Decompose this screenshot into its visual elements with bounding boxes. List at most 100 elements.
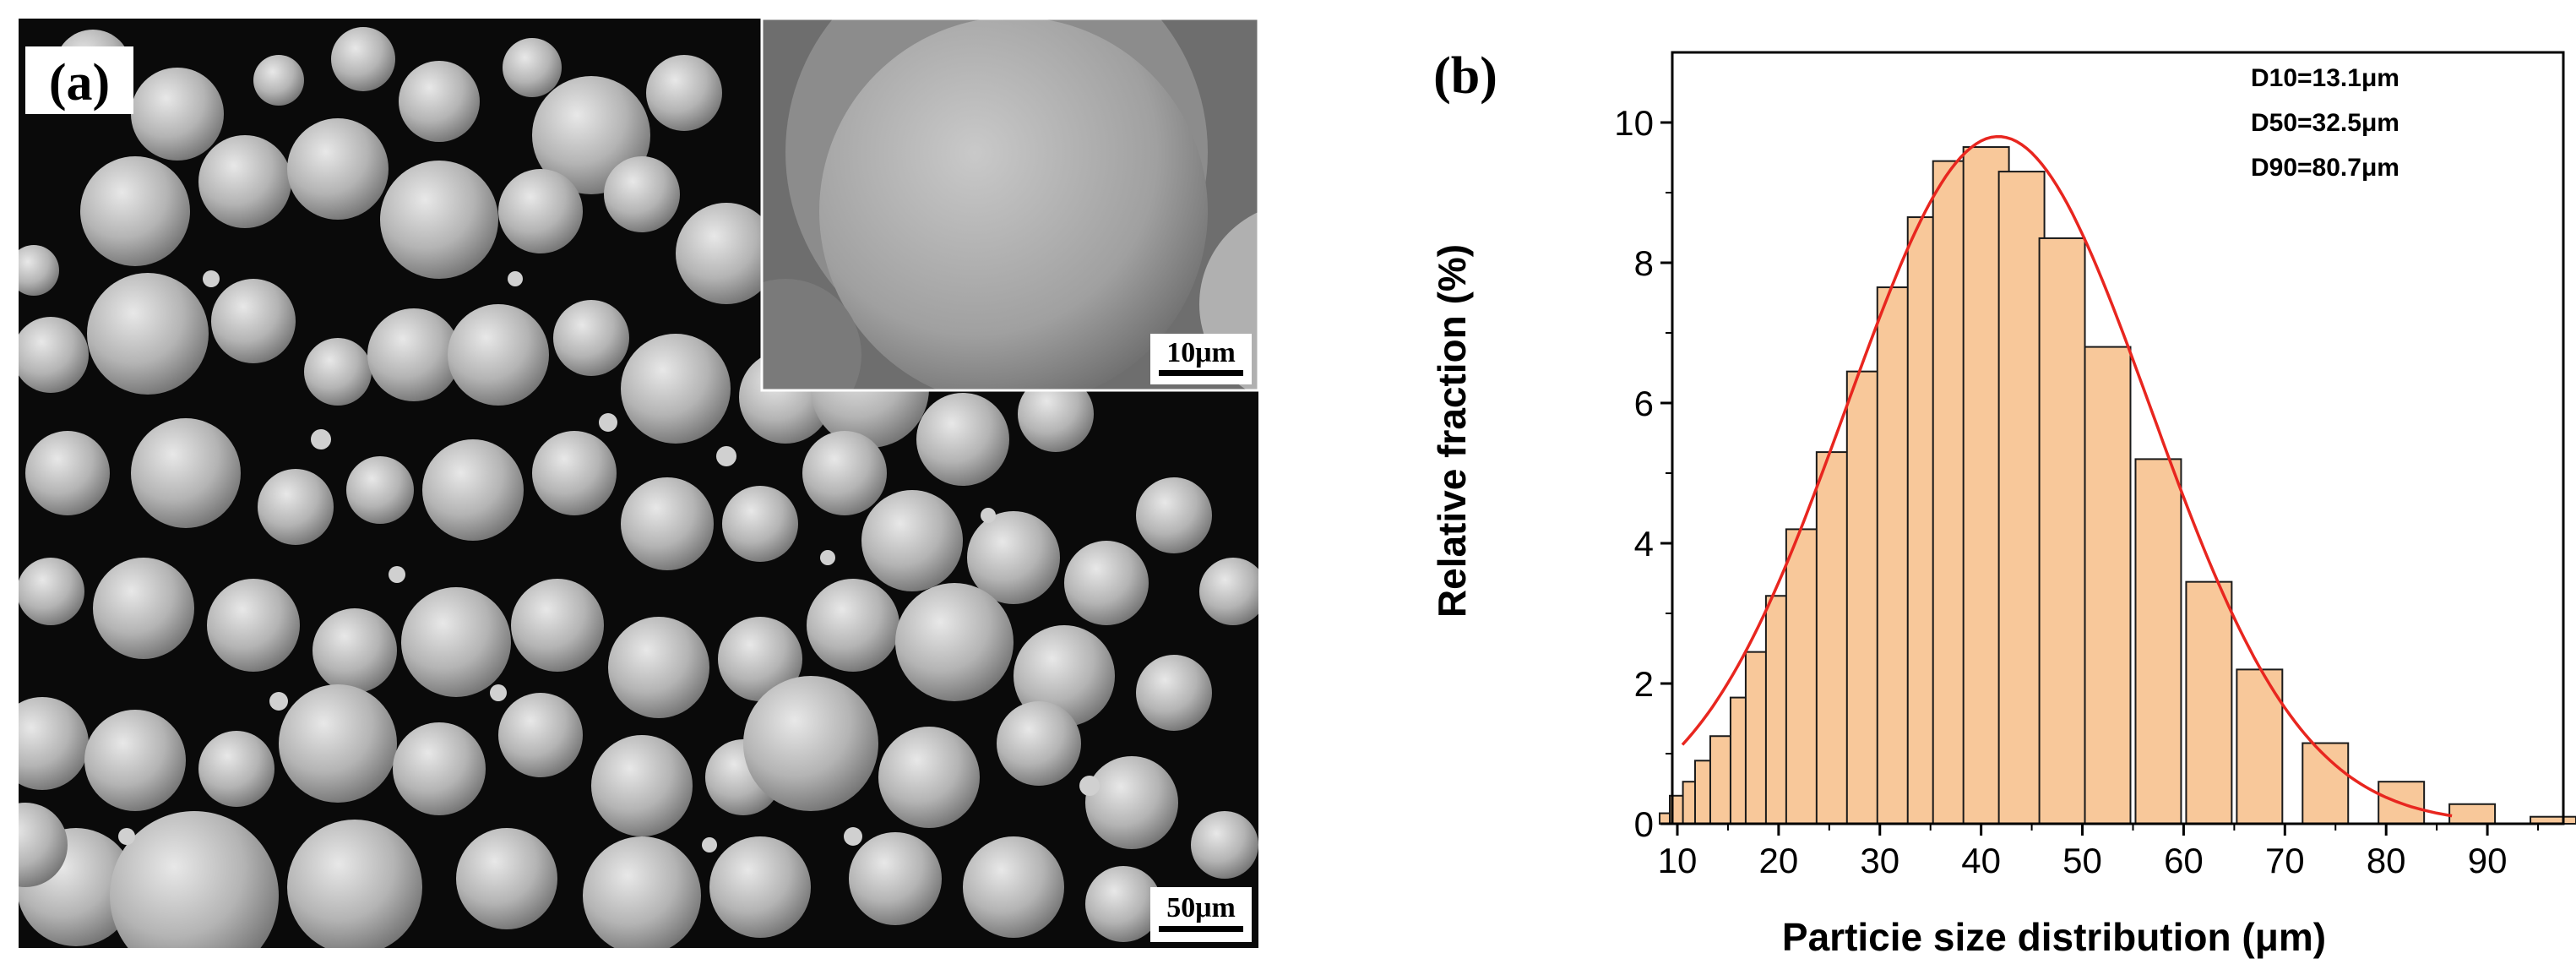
y-axis-label: Relative fraction (%)	[1430, 244, 1474, 618]
particle-size-histogram: (b) 10 20 30 40 50 60 70 80 90 0 2 4 6 8 10 D10=13.1μm…	[1430, 47, 2576, 959]
satellite-particle	[311, 429, 331, 449]
sem-micrograph-panel: (a) 10μm 50μm	[0, 0, 1260, 971]
powder-particle	[553, 300, 629, 376]
histogram-bar	[2134, 458, 2182, 825]
powder-particle	[19, 803, 68, 887]
powder-particle	[304, 338, 372, 406]
y-tick-label: 8	[1634, 243, 1654, 283]
powder-particle	[422, 439, 524, 541]
inset-scale-bar-label: 10μm	[1166, 337, 1236, 368]
y-tick-label: 2	[1634, 664, 1654, 704]
powder-particle	[211, 279, 296, 363]
y-tick-label: 6	[1634, 384, 1654, 423]
panel-a-label-box	[25, 46, 133, 114]
powder-particle	[997, 701, 1081, 786]
satellite-particle	[981, 508, 996, 523]
satellite-particle	[118, 828, 135, 845]
powder-particle	[1064, 541, 1149, 625]
powder-particle	[621, 334, 731, 444]
gaussian-fit-curve	[1681, 134, 2453, 818]
powder-particle	[131, 68, 224, 161]
powder-particle	[19, 558, 84, 625]
main-scale-bar-label: 50μm	[1166, 892, 1236, 923]
stat-d10: D10=13.1μm	[2251, 64, 2399, 92]
powder-particle	[709, 836, 811, 938]
powder-particle	[346, 456, 414, 524]
powder-particle	[967, 511, 1060, 604]
satellite-particle	[203, 270, 220, 287]
x-tick-label: 90	[2468, 841, 2508, 880]
powder-particle	[503, 38, 562, 97]
powder-particle	[511, 579, 604, 672]
powder-particle	[380, 161, 498, 279]
main-scale-bar-box	[1150, 887, 1252, 942]
powder-particle	[743, 676, 878, 811]
powder-particle	[604, 156, 680, 232]
powder-particle	[287, 118, 389, 220]
x-tick-label: 60	[2164, 841, 2204, 880]
powder-particle	[1018, 376, 1094, 452]
powder-particle	[895, 583, 1014, 701]
x-axis-label: Particie size distribution (μm)	[1782, 915, 2326, 959]
powder-particle	[807, 579, 899, 672]
x-tick-label: 80	[2367, 841, 2406, 880]
x-tick-label: 30	[1860, 841, 1899, 880]
x-tick-label: 20	[1759, 841, 1799, 880]
satellite-particle	[490, 684, 507, 701]
histogram-panel: (b) 10 20 30 40 50 60 70 80 90 0 2 4 6 8 10 D10=13.1μm…	[1385, 0, 2576, 971]
x-tick-label: 40	[1961, 841, 2001, 880]
powder-particle	[279, 684, 397, 803]
powder-particle	[87, 273, 209, 395]
powder-particle	[456, 828, 557, 929]
histogram-bar	[1997, 171, 2046, 825]
x-tick-label: 50	[2062, 841, 2102, 880]
powder-particle	[1199, 558, 1258, 625]
sem-micrograph: (a) 10μm 50μm	[19, 17, 1260, 948]
powder-particle	[916, 393, 1009, 486]
stat-d50: D50=32.5μm	[2251, 109, 2399, 137]
stat-d90: D90=80.7μm	[2251, 154, 2399, 182]
powder-particle	[878, 727, 980, 828]
powder-particle	[331, 27, 395, 91]
powder-particle	[646, 55, 722, 131]
powder-particle	[80, 156, 190, 266]
plot-frame	[1671, 51, 2565, 825]
powder-particle	[861, 490, 963, 591]
powder-particle	[1136, 477, 1212, 553]
powder-particle	[1085, 756, 1178, 849]
powder-particle	[1136, 655, 1212, 731]
powder-particle	[287, 820, 422, 948]
histogram-bar	[2038, 237, 2086, 825]
satellite-particle	[820, 550, 835, 565]
powder-particle	[532, 431, 617, 515]
powder-particle	[722, 486, 798, 562]
satellite-particle	[508, 271, 523, 286]
powder-particle	[110, 811, 279, 948]
powder-particle	[25, 431, 110, 515]
y-tick-label: 0	[1634, 804, 1654, 844]
powder-particle	[608, 617, 709, 718]
satellite-particle	[1079, 776, 1100, 796]
sem-inset	[760, 17, 1260, 392]
powder-particle	[312, 608, 397, 693]
powder-particle	[802, 431, 887, 515]
powder-particle	[19, 317, 89, 393]
powder-particle	[131, 418, 241, 528]
powder-particle	[367, 308, 460, 401]
powder-particle	[498, 169, 583, 253]
powder-particle	[401, 587, 511, 697]
powder-particle	[1085, 866, 1161, 942]
powder-particle	[198, 731, 274, 807]
powder-particle	[393, 722, 486, 815]
x-tick-label: 70	[2265, 841, 2305, 880]
powder-particle	[583, 836, 701, 948]
powder-particle	[498, 693, 583, 777]
satellite-particle	[389, 566, 405, 583]
powder-particles	[19, 27, 1258, 948]
histogram-bar	[2084, 346, 2132, 825]
powder-particle	[93, 558, 194, 659]
y-tick-label: 10	[1614, 103, 1654, 143]
powder-particle	[198, 135, 291, 228]
histogram-bar	[2185, 580, 2233, 825]
panel-b-label: (b)	[1433, 47, 1497, 105]
